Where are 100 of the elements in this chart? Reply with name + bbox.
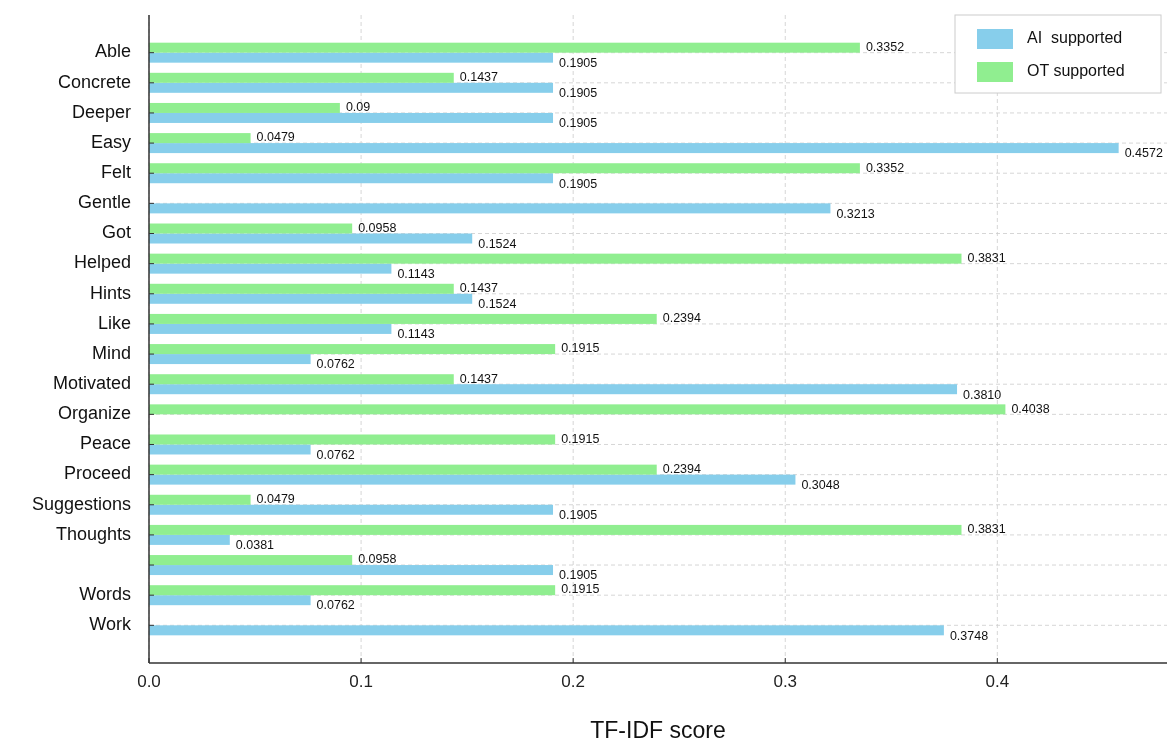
data-label: 0.3352 [865,39,905,54]
data-label: 0.3810 [963,387,1002,402]
bar [149,102,340,113]
bar [149,313,657,324]
data-label: 0.0381 [235,538,275,553]
data-label: 0.4572 [1124,146,1163,161]
data-label: 0.3213 [836,206,875,221]
x-tick-label: 0.4 [985,672,1010,692]
bar [149,565,554,576]
data-label: 0.1905 [559,116,598,131]
bar [149,163,860,174]
data-label: 0.1915 [561,582,600,597]
data-label: 0.3748 [949,628,989,643]
y-tick-label: Proceed [63,463,131,484]
bar [149,434,556,445]
bar [149,595,311,606]
data-label: 0.1905 [559,568,598,583]
bar [149,585,556,596]
bar [149,112,554,123]
data-label: 0.1437 [459,281,499,296]
y-tick-label: Work [89,614,132,635]
y-tick-label: Gentle [77,192,131,213]
bar [149,263,392,274]
y-tick-label: Motivated [52,372,131,393]
data-label: 0.1437 [459,371,499,386]
bar [149,374,454,385]
x-tick-label: 0.2 [561,672,585,692]
data-label: 0.4038 [1011,401,1050,416]
data-label: 0.0479 [256,130,295,145]
x-tick-label: 0.3 [773,672,798,692]
y-tick-label: Felt [100,161,131,182]
bar [149,534,230,545]
y-tick-label: Deeper [71,101,131,122]
data-label: 0.2394 [662,461,702,476]
bar [149,233,473,244]
data-label: 0.1905 [559,176,598,191]
data-label: 0.0958 [358,552,397,567]
y-tick-label: Hints [89,282,131,303]
data-label: 0.1905 [559,508,598,523]
data-label: 0.1524 [478,236,517,251]
data-label: 0.2394 [662,311,702,326]
x-tick-label: 0.1 [349,672,373,692]
bar [149,173,554,184]
bar [149,555,353,566]
bar [149,203,831,214]
data-label: 0.1905 [559,86,598,101]
data-label: 0.0958 [358,220,397,235]
bar [149,72,454,83]
data-label: 0.1915 [561,341,600,356]
data-label: 0.3352 [865,160,905,175]
bar [149,133,251,144]
bar [149,474,796,485]
bar [149,504,554,515]
bar [149,223,353,234]
y-tick-label: Got [101,222,131,243]
y-tick-label: Helped [73,252,131,273]
y-tick-label: Words [79,583,131,604]
data-label: 0.1524 [478,297,517,312]
bar [149,52,554,63]
y-tick-label: Concrete [57,71,131,92]
y-tick-label: Easy [90,131,131,152]
bar [149,444,311,455]
y-tick-label: Like [97,312,131,333]
bar [149,143,1119,154]
data-label: 0.1905 [559,55,598,70]
bar [149,464,657,475]
data-label: 0.3831 [967,250,1006,265]
data-label: 0.09 [345,100,371,115]
data-label: 0.0762 [316,357,355,372]
bar [149,283,454,294]
bar [149,42,860,53]
bar [149,625,944,636]
bar [149,354,311,365]
bar [149,323,392,334]
y-tick-label: Thoughts [55,523,131,544]
data-label: 0.3831 [967,522,1006,537]
data-label: 0.0762 [316,598,355,613]
data-label: 0.1143 [397,327,435,342]
bar [149,384,958,395]
bar [149,293,473,304]
bar [149,404,1006,415]
data-label: 0.0479 [256,492,295,507]
legend-label: AI supported [1027,29,1123,47]
y-tick-label: Mind [91,342,131,363]
y-tick-label: Suggestions [31,493,131,514]
y-tick-label: Able [94,41,131,62]
data-label: 0.1143 [397,266,435,281]
bar [149,494,251,505]
bar [149,344,556,355]
bar [149,524,962,535]
y-tick-label: Peace [79,433,131,454]
data-label: 0.1437 [459,70,499,85]
x-tick-label: 0.0 [137,672,161,692]
legend-label: OT supported [1027,62,1125,80]
y-tick-label: Organize [57,403,131,424]
x-axis-title: TF-IDF score [590,717,726,743]
data-label: 0.1915 [561,431,600,446]
bar [149,82,554,93]
bar [149,253,962,264]
data-label: 0.0762 [316,447,355,462]
